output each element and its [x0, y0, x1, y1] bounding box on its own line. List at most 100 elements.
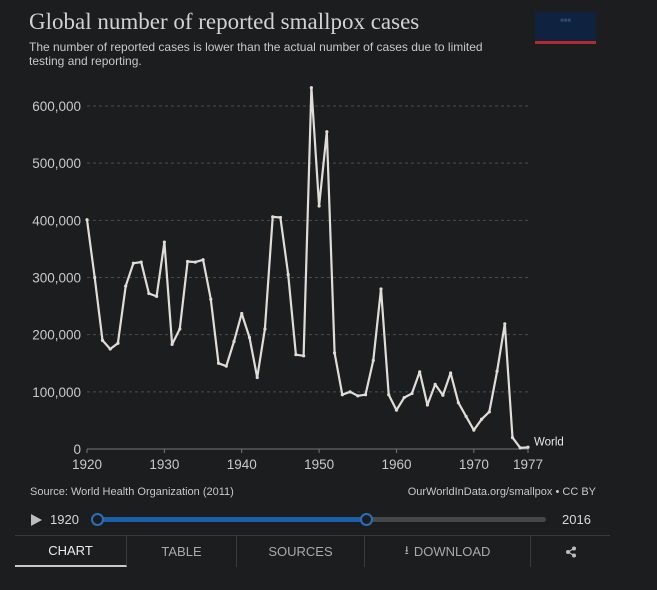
series-line: [85, 86, 530, 449]
data-point: [510, 435, 515, 440]
tab-chart-label: CHART: [48, 543, 93, 558]
data-point: [495, 369, 499, 373]
data-point: [464, 414, 468, 419]
tab-chart[interactable]: CHART: [15, 536, 127, 567]
download-icon: ⭳: [404, 543, 409, 557]
data-point: [394, 408, 399, 412]
timeline-start-label: 1920: [50, 512, 79, 527]
data-point: [185, 259, 190, 264]
data-point: [100, 338, 105, 342]
x-tick-label: 1950: [304, 457, 334, 472]
tab-sources-label: SOURCES: [268, 544, 333, 559]
data-point: [147, 291, 151, 296]
data-point: [449, 371, 453, 375]
data-point: [309, 86, 313, 90]
data-point: [348, 390, 352, 394]
data-point: [332, 351, 337, 355]
tab-sources[interactable]: SOURCES: [237, 536, 365, 567]
line-chart: 0 100,000 200,000 300,000 400,000 500,000 600,…: [32, 86, 564, 472]
data-point: [363, 393, 368, 397]
data-point: [271, 215, 275, 219]
data-point: [131, 261, 136, 265]
data-point: [441, 393, 445, 397]
data-point: [247, 335, 252, 340]
data-point: [85, 218, 89, 222]
data-point: [340, 393, 344, 397]
data-point: [255, 375, 259, 380]
chart-title: Global number of reported smallpox cases: [29, 9, 420, 34]
data-point: [487, 410, 491, 414]
data-point: [93, 275, 97, 280]
data-point: [178, 327, 182, 331]
data-point: [193, 260, 197, 264]
data-point: [108, 347, 112, 351]
data-point: [116, 341, 120, 345]
play-icon[interactable]: [31, 514, 42, 526]
owid-logo[interactable]: ■■■: [535, 12, 596, 44]
x-tick-label: 1940: [227, 457, 257, 472]
data-point: [139, 260, 143, 264]
data-point: [286, 273, 290, 277]
data-point: [518, 446, 522, 450]
data-point: [425, 403, 430, 407]
data-point: [162, 240, 166, 244]
data-point: [418, 370, 422, 374]
data-point: [294, 353, 298, 357]
data-point: [356, 394, 360, 398]
data-point: [371, 358, 375, 362]
x-tick-label: 1970: [459, 457, 489, 472]
data-point: [325, 130, 329, 134]
data-point: [278, 215, 283, 220]
timeline-end-label: 2016: [562, 512, 591, 527]
tab-table[interactable]: TABLE: [127, 536, 237, 567]
data-point: [209, 297, 213, 301]
chart-subtitle: The number of reported cases is lower th…: [29, 40, 483, 68]
timeline-selection: [97, 517, 367, 522]
tab-share[interactable]: [531, 536, 610, 567]
data-point: [155, 294, 159, 298]
data-point: [526, 445, 530, 449]
data-point: [479, 417, 484, 421]
series-label: World: [534, 436, 564, 448]
tab-download-label: DOWNLOAD: [413, 544, 491, 559]
y-tick-label: 500,000: [32, 156, 81, 171]
data-point: [456, 401, 460, 405]
logo-mark: ■■■: [560, 18, 571, 24]
license-link[interactable]: OurWorldInData.org/smallpox • CC BY: [407, 486, 596, 498]
y-tick-label: 0: [73, 442, 81, 457]
y-tick-label: 100,000: [32, 385, 81, 400]
data-point: [317, 204, 321, 208]
y-tick-label: 600,000: [32, 99, 81, 114]
timeline-end-handle[interactable]: [360, 513, 374, 526]
data-point: [503, 322, 507, 326]
x-tick-label: 1920: [72, 457, 102, 472]
data-point: [410, 391, 414, 396]
data-point: [216, 361, 221, 365]
data-point: [387, 393, 391, 397]
timeline: 1920 2016: [0, 506, 657, 532]
data-point: [472, 428, 476, 432]
source-note: Source: World Health Organization (2011): [30, 486, 234, 498]
data-point: [232, 339, 236, 344]
x-tick-label: 1977: [513, 457, 543, 472]
y-tick-label: 200,000: [32, 328, 81, 343]
data-point: [124, 284, 128, 288]
tab-table-label: TABLE: [161, 544, 202, 559]
data-point: [224, 364, 228, 368]
data-point: [240, 311, 244, 316]
data-point: [379, 287, 383, 291]
x-tick-label: 1930: [149, 457, 179, 472]
y-tick-label: 400,000: [32, 213, 81, 228]
x-tick-label: 1960: [381, 457, 411, 472]
data-point: [170, 342, 174, 346]
share-icon: [565, 546, 576, 557]
data-point: [263, 327, 267, 331]
y-tick-label: 300,000: [32, 271, 81, 286]
data-point: [302, 354, 306, 358]
data-point: [433, 382, 437, 387]
timeline-start-handle[interactable]: [91, 513, 104, 526]
tab-bar: CHART TABLE SOURCES ⭳ DOWNLOAD: [15, 535, 610, 567]
data-point: [201, 258, 205, 262]
data-point: [402, 395, 406, 400]
tab-download[interactable]: ⭳ DOWNLOAD: [365, 536, 531, 567]
